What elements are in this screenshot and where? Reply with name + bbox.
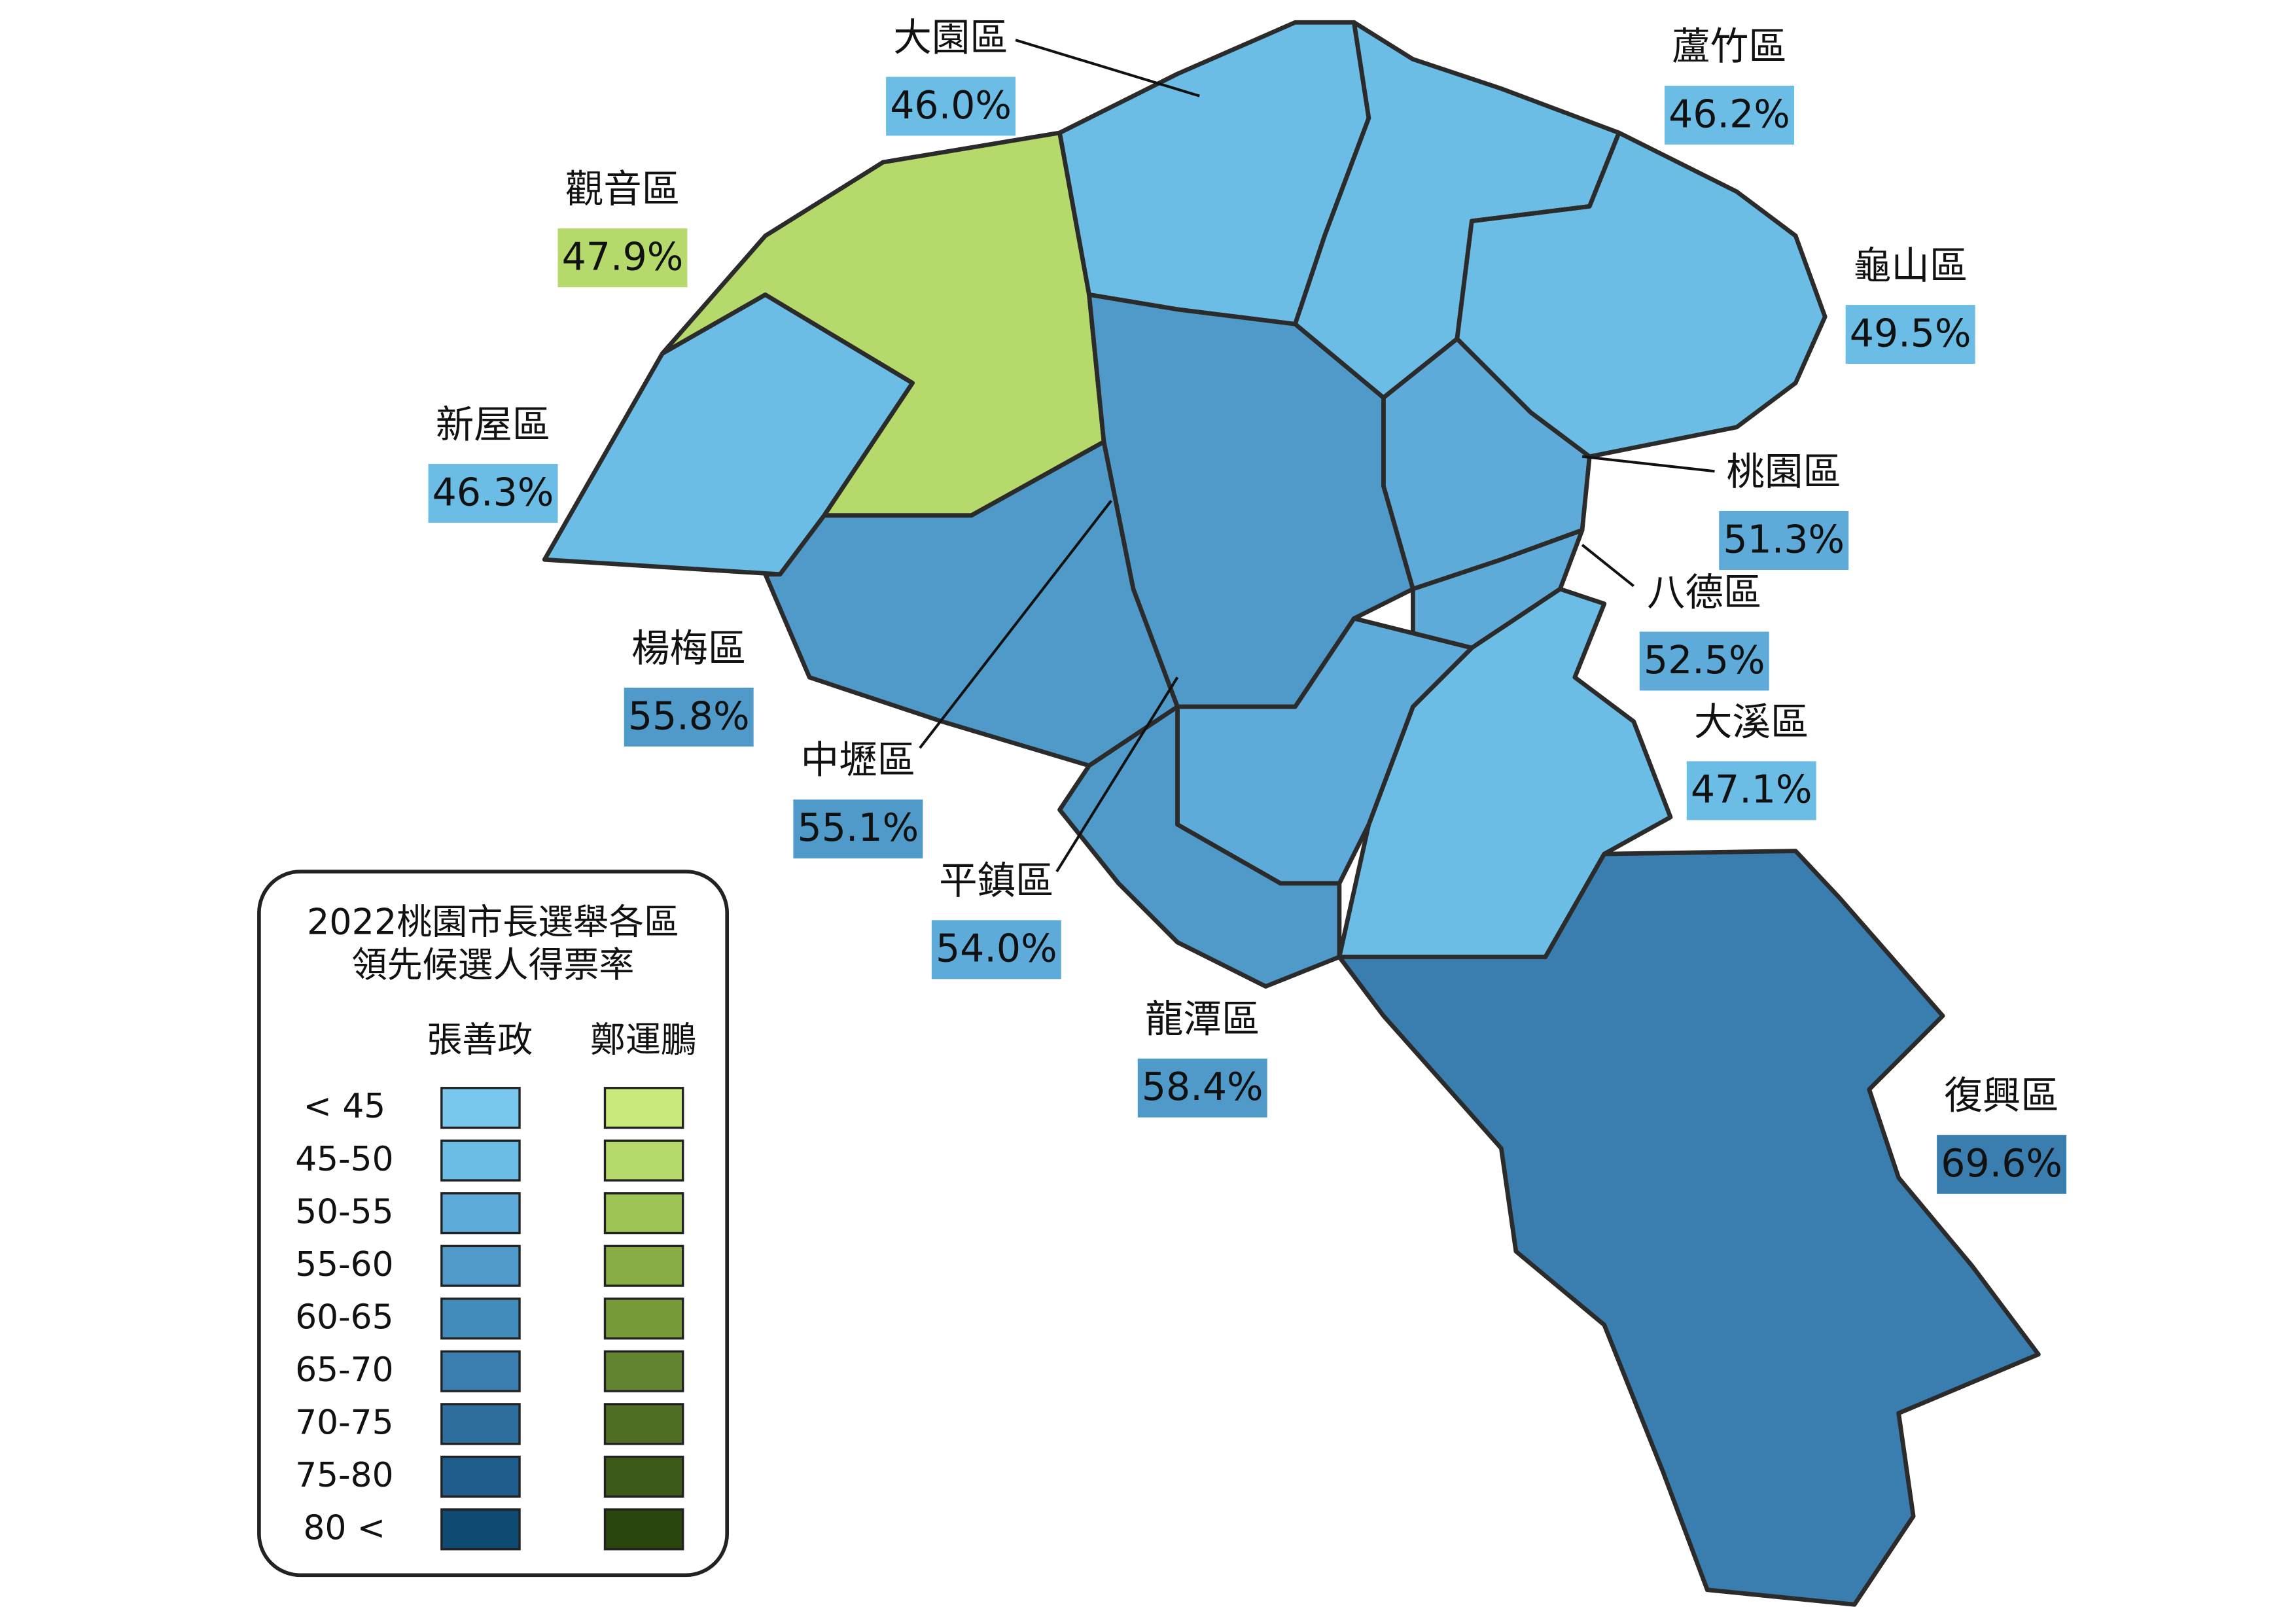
legend-candidate: 張善政: [427, 1019, 533, 1061]
district-share: 46.2%: [1669, 92, 1790, 136]
legend-swatch: [603, 1244, 684, 1287]
district-name: 龍潭區: [1145, 997, 1260, 1042]
district-share: 54.0%: [936, 927, 1057, 971]
share-box: [1686, 761, 1816, 821]
legend-bin: 75-80: [295, 1456, 393, 1495]
leader-line: [1581, 455, 1715, 473]
share-box: [793, 799, 923, 858]
legend-swatch: [603, 1508, 684, 1551]
district-share: 52.5%: [1644, 638, 1765, 682]
leader-line: [1581, 544, 1635, 588]
legend-swatch: [440, 1508, 521, 1551]
district-name: 新屋區: [436, 402, 550, 447]
legend-swatch: [603, 1087, 684, 1129]
district-share: 46.3%: [433, 470, 554, 514]
legend-bin: 65-70: [295, 1350, 393, 1390]
legend-bin: 80 <: [304, 1508, 386, 1547]
legend-swatch: [440, 1192, 521, 1235]
leader-lines: [919, 39, 1715, 873]
legend-swatch: [603, 1192, 684, 1235]
district-name: 大溪區: [1694, 699, 1809, 744]
share-box: [557, 228, 688, 288]
share-box: [1719, 511, 1849, 570]
district-name: 桃園區: [1727, 450, 1841, 494]
legend-bin: < 45: [304, 1087, 386, 1126]
legend-swatch: [440, 1244, 521, 1287]
map: [542, 20, 2041, 1607]
leader-line: [919, 500, 1112, 749]
district-share: 47.9%: [562, 234, 684, 279]
legend-swatch: [440, 1403, 521, 1445]
district-share: 51.3%: [1723, 517, 1845, 561]
legend-swatch: [440, 1087, 521, 1129]
legend-bin: 70-75: [295, 1403, 393, 1442]
district-name: 楊梅區: [631, 626, 746, 671]
legend-swatch: [603, 1297, 684, 1340]
legend-swatch: [603, 1350, 684, 1392]
share-box: [1639, 631, 1769, 691]
district-shape: [1455, 130, 1828, 459]
district-name: 大園區: [893, 15, 1008, 60]
share-box: [1137, 1058, 1267, 1118]
district-share: 58.4%: [1142, 1065, 1263, 1109]
share-box: [624, 687, 754, 747]
district-name: 龜山區: [1853, 243, 1968, 288]
district-name: 八德區: [1647, 570, 1761, 614]
district-name: 中壢區: [801, 738, 915, 783]
legend-title: 2022桃園市長選舉各區: [307, 902, 679, 943]
legend-title: 領先候選人得票率: [352, 944, 635, 985]
district-share: 46.0%: [890, 83, 1012, 128]
share-box: [931, 920, 1061, 980]
leader-line: [1055, 677, 1179, 873]
legend-bin: 50-55: [295, 1192, 393, 1231]
district-name: 蘆竹區: [1672, 24, 1786, 69]
legend-swatch: [440, 1139, 521, 1182]
legend-bin: 45-50: [295, 1140, 393, 1179]
legend-bin: 60-65: [295, 1297, 393, 1337]
legend-swatch: [440, 1350, 521, 1392]
leader-line: [1015, 39, 1200, 97]
share-box: [1937, 1135, 2067, 1194]
district-labels: 大園區 46.0% 蘆竹區 46.2% 觀音區 47.9% 龜山區 49.5% 新屋區 46.3%…: [428, 15, 2067, 1194]
legend: 2022桃園市長選舉各區 領先候選人得票率 張善政 鄭運鵬 < 45 45-50 50-…: [257, 870, 729, 1578]
legend-bin: 55-60: [295, 1245, 393, 1284]
district-name: 觀音區: [565, 167, 680, 211]
district-share: 55.8%: [628, 694, 750, 738]
district-shape: [1337, 849, 2041, 1607]
legend-swatch: [603, 1455, 684, 1498]
district-share: 69.6%: [1941, 1141, 2062, 1186]
district-share: 55.1%: [798, 805, 919, 850]
district-name: 復興區: [1944, 1074, 2058, 1118]
district-share: 49.5%: [1850, 311, 1971, 355]
legend-swatch: [603, 1139, 684, 1182]
legend-swatch: [603, 1403, 684, 1445]
legend-candidate: 鄭運鵬: [590, 1019, 696, 1061]
share-box: [1845, 305, 1975, 364]
share-box: [886, 77, 1016, 136]
district-share: 47.1%: [1691, 768, 1812, 812]
legend-swatch: [440, 1455, 521, 1498]
share-box: [428, 464, 558, 523]
district-name: 平鎮區: [939, 858, 1053, 903]
share-box: [1665, 85, 1794, 145]
legend-swatch: [440, 1297, 521, 1340]
